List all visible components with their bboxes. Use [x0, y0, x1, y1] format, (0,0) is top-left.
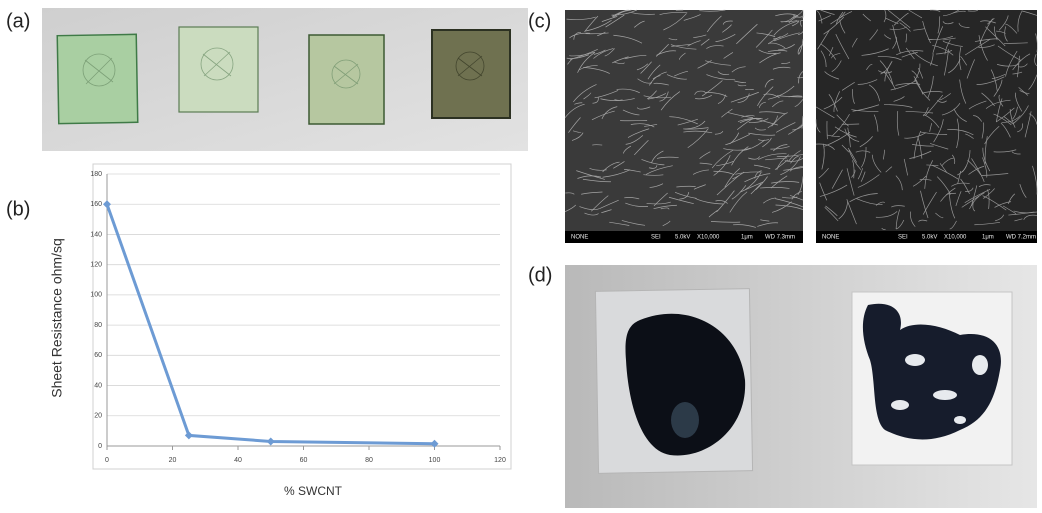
- y-tick-label: 20: [94, 413, 102, 420]
- sem-footer-text: 5.0kV: [675, 235, 690, 241]
- y-tick-label: 180: [90, 171, 102, 178]
- y-axis-label: Sheet Resistance ohm/sq: [49, 238, 65, 398]
- panel-label: (c): [528, 10, 551, 32]
- x-tick-label: 80: [365, 457, 373, 464]
- sem-footer-text: X10,000: [944, 235, 967, 241]
- sem-image: NONE SEI 5.0kV X10,000 1μm WD 7.2mm: [816, 10, 1037, 243]
- photo-a: [42, 8, 528, 151]
- figure: (a) (b) (c) (d) Sheet Resistance ohm/sq …: [0, 0, 1042, 508]
- y-tick-label: 60: [94, 352, 102, 359]
- sem-footer-text: X10,000: [697, 235, 720, 241]
- y-tick-label: 160: [90, 201, 102, 208]
- y-tick-label: 120: [90, 262, 102, 269]
- x-tick-label: 40: [234, 457, 242, 464]
- x-tick-label: 120: [494, 457, 506, 464]
- y-tick-label: 40: [94, 382, 102, 389]
- x-axis-label: % SWCNT: [284, 484, 343, 498]
- sem-footer-text: SEI: [651, 235, 661, 241]
- x-tick-label: 0: [105, 457, 109, 464]
- sem-footer-text: 1μm: [982, 235, 994, 241]
- sem-footer-text: NONE: [822, 235, 839, 241]
- sem-footer-text: 5.0kV: [922, 235, 937, 241]
- panel-label: (a): [6, 10, 30, 32]
- x-tick-label: 60: [300, 457, 308, 464]
- sem-footer-text: SEI: [898, 235, 908, 241]
- panel-label: (d): [528, 264, 552, 286]
- y-tick-label: 140: [90, 231, 102, 238]
- x-tick-label: 100: [429, 457, 441, 464]
- y-tick-label: 0: [98, 443, 102, 450]
- photo-d: [565, 265, 1037, 508]
- chart-frame: [93, 164, 511, 469]
- x-tick-label: 20: [169, 457, 177, 464]
- y-tick-label: 100: [90, 292, 102, 299]
- sem-footer-text: WD 7.3mm: [765, 235, 795, 241]
- sem-footer-text: NONE: [571, 235, 588, 241]
- y-tick-label: 80: [94, 322, 102, 329]
- sem-footer-text: WD 7.2mm: [1006, 235, 1036, 241]
- sem-footer-text: 1μm: [741, 235, 753, 241]
- panel-label: (b): [6, 198, 30, 220]
- sem-image: NONE SEI 5.0kV X10,000 1μm WD 7.3mm: [565, 10, 804, 243]
